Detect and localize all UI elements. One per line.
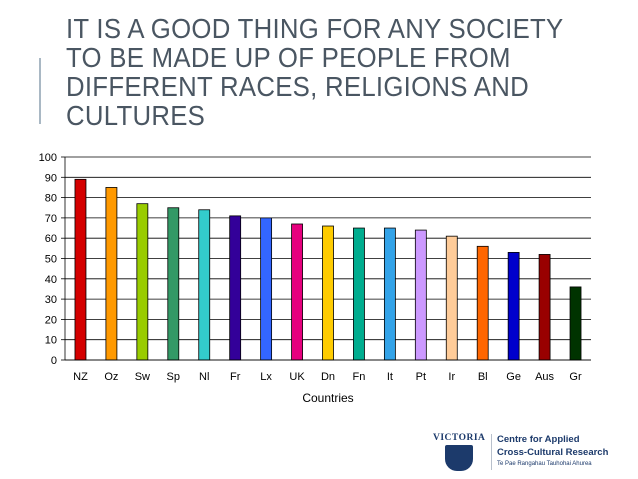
x-tick-label: Sw	[135, 371, 150, 383]
x-axis-label: Countries	[302, 391, 353, 405]
bar-pt	[414, 229, 427, 361]
y-tick-label: 40	[45, 274, 57, 286]
x-tick-label: Sp	[167, 371, 180, 383]
x-tick-label: Gr	[569, 371, 582, 383]
bar-aus	[538, 254, 551, 361]
bar-sw	[136, 203, 149, 361]
institution-name: VICTORIA	[433, 433, 486, 443]
x-tick-label: Nl	[199, 371, 209, 383]
x-tick-label: Lx	[260, 371, 272, 383]
y-tick-label: 20	[45, 314, 57, 326]
y-tick-label: 100	[39, 152, 57, 164]
centre-name-line1: Centre for Applied	[497, 434, 580, 445]
bars	[74, 178, 582, 361]
y-tick-label: 10	[45, 335, 57, 347]
y-tick-label: 50	[45, 254, 57, 266]
bar-fr	[229, 215, 242, 361]
y-tick-label: 90	[45, 172, 57, 184]
x-tick-label: Fr	[230, 371, 241, 383]
university-crest: VICTORIA	[427, 432, 487, 472]
y-tick-label: 0	[51, 355, 57, 367]
logo-divider	[491, 434, 492, 470]
y-axis-tick-labels: 0 10 20 30 40 50 60 70 80 90 100	[39, 152, 65, 367]
x-tick-label: Pt	[416, 371, 426, 383]
bar-sp	[167, 207, 180, 361]
bar-it	[383, 227, 396, 361]
x-tick-label: Ir	[448, 371, 455, 383]
y-tick-label: 80	[45, 193, 57, 205]
bar-lx	[260, 217, 273, 361]
x-tick-label: Fn	[353, 371, 366, 383]
bar-nz	[74, 178, 87, 361]
centre-maori-name: Te Pae Rangahau Tauhohai Ahurea	[497, 461, 592, 467]
slide-title: IT IS A GOOD THING FOR ANY SOCIETY TO BE…	[66, 13, 564, 131]
x-tick-label: Ge	[506, 371, 521, 383]
institution-logo: VICTORIA Centre for Applied Cross-Cultur…	[421, 430, 621, 474]
bar-gr	[569, 286, 582, 361]
x-tick-label: NZ	[73, 371, 88, 383]
bar-ir	[445, 235, 458, 361]
x-tick-label: Bl	[478, 371, 488, 383]
x-tick-label: UK	[289, 371, 305, 383]
bar-uk	[291, 223, 303, 361]
bar-ge	[507, 252, 520, 361]
bar-bl	[476, 245, 489, 361]
y-tick-label: 30	[45, 294, 57, 306]
title-accent-bar	[39, 58, 41, 124]
bar-dn	[322, 225, 334, 361]
x-tick-label: Aus	[535, 371, 554, 383]
centre-name-line2: Cross-Cultural Research	[497, 447, 609, 458]
x-tick-label: Dn	[321, 371, 335, 383]
x-axis-tick-labels: NZ Oz Sw Sp Nl Fr Lx UK Dn Fn It Pt Ir Bl Ge Aus Gr	[73, 371, 582, 383]
y-tick-label: 70	[45, 213, 57, 225]
y-tick-label: 60	[45, 233, 57, 245]
x-tick-label: Oz	[104, 371, 118, 383]
bar-nl	[198, 209, 211, 361]
x-tick-label: It	[387, 371, 393, 383]
bar-fn	[353, 227, 365, 361]
bar-oz	[105, 187, 118, 361]
crest-shield-icon	[445, 445, 473, 471]
